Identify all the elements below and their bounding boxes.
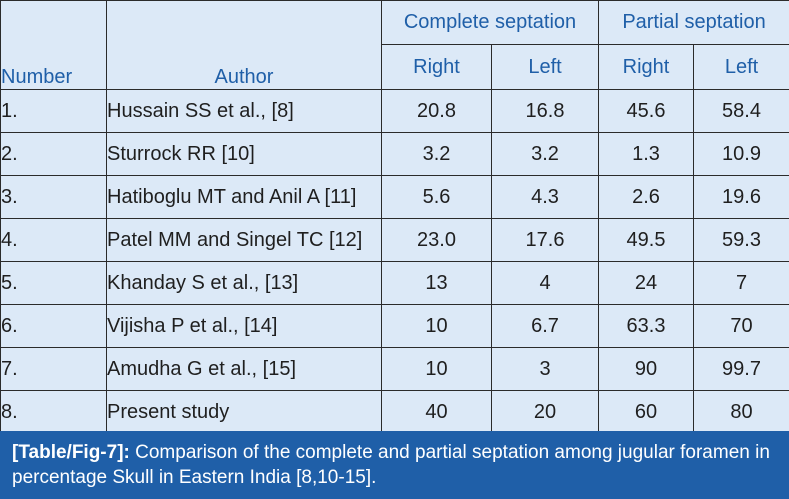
cell-author: Present study [106,390,382,434]
header-complete-left: Left [490,44,600,90]
cell-partial-left: 7 [693,261,789,305]
table-row: 3. Hatiboglu MT and Anil A [11] 5.6 4.3 … [0,175,789,219]
cell-author: Patel MM and Singel TC [12] [106,218,382,262]
cell-number: 1. [0,89,107,133]
cell-number: 7. [0,347,107,391]
header-partial-septation: Partial septation [598,0,789,45]
cell-partial-right: 24 [598,261,695,305]
header-partial-left: Left [693,44,789,90]
cell-complete-left: 17.6 [490,218,600,262]
cell-author: Sturrock RR [10] [106,132,382,176]
cell-complete-left: 3 [490,347,600,391]
cell-complete-right: 40 [381,390,492,434]
table-row: 1. Hussain SS et al., [8] 20.8 16.8 45.6… [0,89,789,133]
cell-complete-left: 16.8 [490,89,600,133]
header-row-sides: Right Left Right Left [1,44,789,90]
table-row: 4. Patel MM and Singel TC [12] 23.0 17.6… [0,218,789,262]
cell-partial-right: 2.6 [598,175,695,219]
cell-partial-left: 10.9 [693,132,789,176]
table-row: 7. Amudha G et al., [15] 10 3 90 99.7 [0,347,789,391]
table-row: 2. Sturrock RR [10] 3.2 3.2 1.3 10.9 [0,132,789,176]
cell-number: 3. [0,175,107,219]
cell-number: 4. [0,218,107,262]
cell-author: Hatiboglu MT and Anil A [11] [106,175,382,219]
cell-number: 6. [0,304,107,348]
cell-partial-left: 99.7 [693,347,789,391]
cell-number: 8. [0,390,107,434]
table-row: 6. Vijisha P et al., [14] 10 6.7 63.3 70 [0,304,789,348]
cell-complete-left: 3.2 [490,132,600,176]
cell-partial-right: 63.3 [598,304,695,348]
cell-complete-right: 13 [381,261,492,305]
cell-complete-right: 10 [381,347,492,391]
header-partial-right: Right [598,44,695,90]
cell-author: Vijisha P et al., [14] [106,304,382,348]
cell-partial-left: 70 [693,304,789,348]
cell-complete-left: 4 [490,261,600,305]
header-author: Author [106,0,382,90]
header-number: Number [0,0,107,90]
cell-complete-right: 23.0 [381,218,492,262]
header-complete-septation: Complete septation [380,0,600,45]
cell-partial-right: 49.5 [598,218,695,262]
cell-author: Hussain SS et al., [8] [106,89,382,133]
cell-complete-right: 3.2 [381,132,492,176]
cell-partial-left: 80 [693,390,789,434]
header-complete-right: Right [381,44,492,90]
cell-complete-left: 4.3 [490,175,600,219]
caption-text: Comparison of the complete and partial s… [12,442,770,488]
table-header: Number Author Complete septation Partial… [0,0,789,90]
cell-number: 2. [0,132,107,176]
table-row: 8. Present study 40 20 60 80 [0,390,789,434]
cell-number: 5. [0,261,107,305]
table-row: 5. Khanday S et al., [13] 13 4 24 7 [0,261,789,305]
cell-author: Amudha G et al., [15] [106,347,382,391]
header-row-groups: Number Author Complete septation Partial… [0,0,789,90]
caption-label: [Table/Fig-7]: [12,442,130,463]
cell-partial-right: 60 [598,390,695,434]
cell-complete-right: 20.8 [381,89,492,133]
cell-author: Khanday S et al., [13] [106,261,382,305]
cell-complete-right: 5.6 [381,175,492,219]
comparison-table: Number Author Complete septation Partial… [0,0,789,434]
cell-partial-right: 90 [598,347,695,391]
table-body: 1. Hussain SS et al., [8] 20.8 16.8 45.6… [0,89,789,434]
figure-caption: [Table/Fig-7]: Comparison of the complet… [0,431,789,499]
cell-partial-left: 59.3 [693,218,789,262]
cell-partial-right: 1.3 [598,132,695,176]
cell-complete-left: 6.7 [490,304,600,348]
cell-partial-right: 45.6 [598,89,695,133]
cell-complete-left: 20 [490,390,600,434]
cell-partial-left: 58.4 [693,89,789,133]
cell-complete-right: 10 [381,304,492,348]
cell-partial-left: 19.6 [693,175,789,219]
